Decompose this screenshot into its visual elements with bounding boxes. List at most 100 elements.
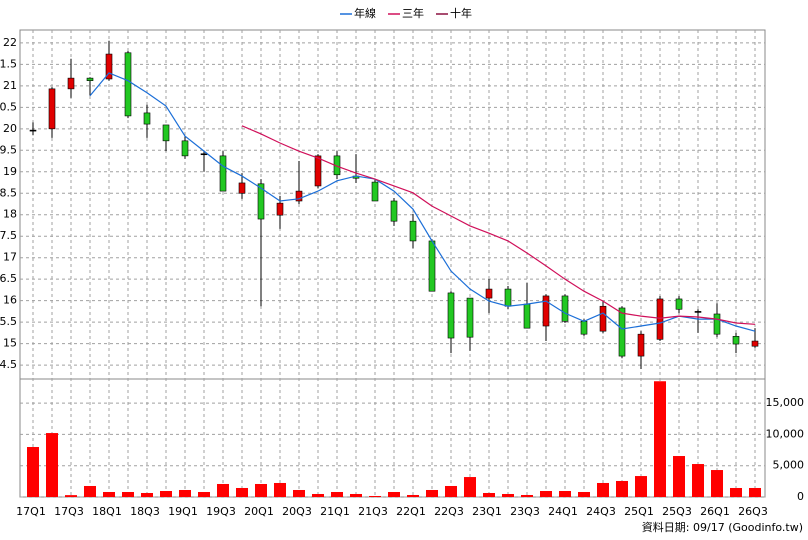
y-tick-label: 18	[3, 208, 17, 221]
x-tick-label: 25Q1	[624, 505, 654, 518]
x-tick-label: 25Q3	[662, 505, 692, 518]
x-tick-label: 21Q3	[358, 505, 388, 518]
candle-body	[200, 153, 208, 156]
x-tick-label: 18Q3	[130, 505, 160, 518]
y-tick-label: 15	[3, 337, 17, 350]
y2-tick-label: 5,000	[773, 459, 805, 472]
y-tick-label: 16	[3, 294, 17, 307]
x-tick-label: 21Q1	[320, 505, 350, 518]
volume-bar	[578, 491, 590, 497]
legend-label: 年線	[354, 6, 376, 20]
legend-label: 十年	[450, 6, 472, 20]
candle-body	[48, 88, 56, 130]
series-line	[241, 125, 756, 325]
x-tick-label: 20Q1	[244, 505, 274, 518]
y-tick-label: 19	[3, 165, 17, 178]
candle-body	[732, 336, 740, 345]
volume-bar	[749, 487, 761, 497]
y-tick-label: 22	[3, 36, 17, 49]
volume-bar	[540, 490, 552, 497]
candle-body	[580, 320, 588, 335]
x-tick-label: 24Q1	[548, 505, 578, 518]
candle-body	[143, 112, 151, 125]
candle-body	[390, 200, 398, 222]
y-tick-label: 1.5	[0, 57, 17, 70]
candle-body	[238, 182, 246, 194]
candle-body	[295, 190, 303, 202]
volume-bar	[426, 489, 438, 497]
candle-body	[314, 155, 322, 187]
volume-bar	[388, 491, 400, 497]
series-line	[89, 72, 756, 332]
candle-body	[713, 313, 721, 335]
volume-bar	[179, 489, 191, 497]
candle-body	[124, 52, 132, 117]
candle-body	[637, 333, 645, 357]
x-tick-label: 26Q1	[700, 505, 730, 518]
volume-bar	[255, 483, 267, 497]
candle-body	[466, 297, 474, 338]
volume-bar	[103, 491, 115, 497]
candle-body	[599, 305, 607, 332]
y-tick-label: 0.5	[0, 100, 17, 113]
y2-tick-label: 10,000	[766, 427, 805, 440]
candle-body	[447, 292, 455, 339]
x-tick-label: 18Q1	[92, 505, 122, 518]
candle-body	[181, 140, 189, 157]
y2-tick-label: 0	[797, 490, 804, 503]
x-tick-label: 23Q3	[510, 505, 540, 518]
y-tick-label: 5.5	[0, 315, 17, 328]
x-tick-label: 17Q3	[54, 505, 84, 518]
candle-body	[485, 288, 493, 299]
candle-body	[523, 303, 531, 329]
volume-bar	[160, 490, 172, 497]
y-tick-label: 9.5	[0, 143, 17, 156]
x-tick-label: 19Q3	[206, 505, 236, 518]
y-tick-label: 4.5	[0, 358, 17, 371]
candle-body	[561, 295, 569, 322]
x-tick-label: 26Q3	[738, 505, 768, 518]
volume-bar	[635, 476, 647, 497]
candle-body	[105, 53, 113, 80]
y-tick-label: 17	[3, 251, 17, 264]
y-tick-label: 8.5	[0, 186, 17, 199]
volume-bar	[198, 491, 210, 497]
volume-bar	[445, 485, 457, 497]
x-tick-label: 19Q1	[168, 505, 198, 518]
volume-bar	[407, 494, 419, 497]
volume-bar	[654, 381, 666, 497]
x-tick-label: 22Q1	[396, 505, 426, 518]
candle-body	[219, 155, 227, 192]
legend-label: 三年	[402, 6, 424, 20]
candle-body	[542, 295, 550, 327]
x-tick-label: 17Q1	[16, 505, 46, 518]
candle-body	[29, 129, 37, 132]
volume-bar	[217, 483, 229, 497]
candle-body	[675, 298, 683, 310]
volume-bar	[483, 492, 495, 497]
volume-bar	[331, 491, 343, 497]
volume-bar	[711, 470, 723, 497]
volume-bar	[692, 464, 704, 497]
y-tick-label: 7.5	[0, 229, 17, 242]
y-tick-label: 20	[3, 122, 17, 135]
volume-bar	[312, 493, 324, 497]
volume-bar	[730, 487, 742, 497]
candle-body	[751, 340, 759, 347]
volume-bar	[236, 487, 248, 497]
volume-bar	[65, 495, 77, 497]
volume-bar	[141, 492, 153, 497]
volume-bar	[673, 456, 685, 497]
candle-body	[409, 220, 417, 242]
candle-body	[656, 298, 664, 340]
volume-bar	[293, 489, 305, 497]
plot-frame	[19, 29, 766, 498]
volume-bar	[46, 433, 58, 497]
x-tick-label: 24Q3	[586, 505, 616, 518]
candle-body	[504, 288, 512, 307]
candle-body	[276, 202, 284, 216]
x-tick-label: 22Q3	[434, 505, 464, 518]
candle-body	[428, 240, 436, 292]
source-note: 資料日期: 09/17 (Goodinfo.tw)	[642, 520, 803, 534]
